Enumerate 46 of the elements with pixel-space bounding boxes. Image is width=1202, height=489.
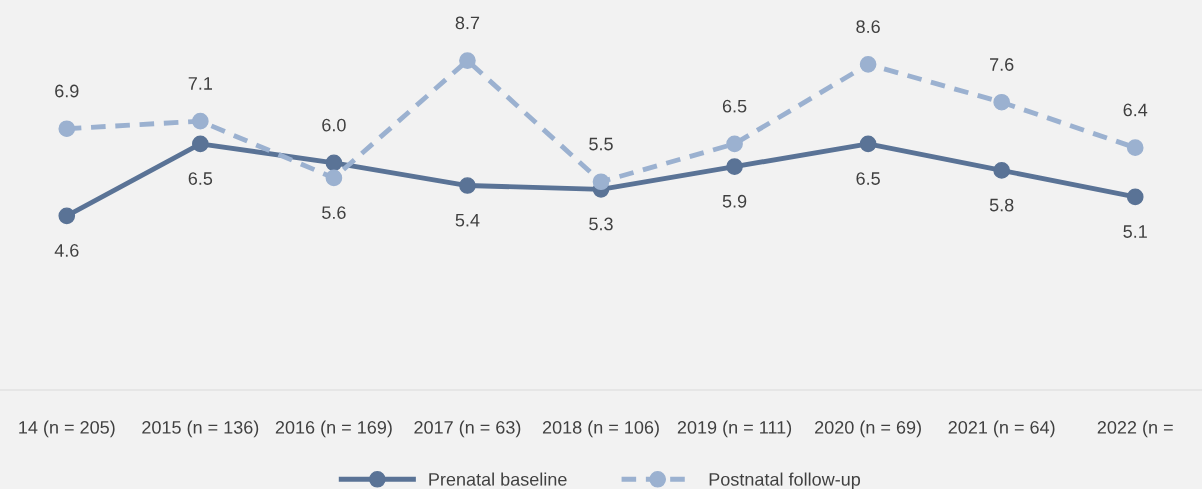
point — [58, 120, 76, 138]
legend-label: Postnatal follow-up — [709, 472, 861, 489]
x-tick-label: 2017 (n = 63) — [414, 420, 521, 438]
point — [459, 177, 476, 194]
data-label: 5.5 — [589, 137, 613, 151]
legend-label: Prenatal baseline — [429, 472, 567, 486]
point — [726, 158, 743, 175]
data-label: 5.4 — [455, 213, 480, 227]
point — [859, 56, 877, 73]
x-tick-label: 2021 (n = 64) — [948, 420, 1055, 438]
data-label: 6.4 — [1123, 103, 1148, 117]
data-label: 6.5 — [722, 99, 747, 113]
data-label: 8.7 — [455, 16, 480, 30]
point — [1126, 188, 1144, 206]
point — [325, 169, 343, 187]
data-label: 6.5 — [188, 172, 213, 185]
x-tick-label: 2022 (n = — [1097, 420, 1173, 438]
data-label: 7.1 — [188, 77, 212, 90]
point — [191, 135, 209, 153]
data-label: 6.0 — [322, 118, 346, 132]
point — [993, 162, 1011, 179]
point — [592, 173, 610, 191]
data-label: 5.8 — [989, 198, 1014, 212]
data-label: 6.9 — [55, 84, 79, 98]
x-tick-label: 2020 (n = 69) — [815, 420, 921, 438]
data-label: 5.3 — [589, 217, 613, 231]
data-label: 6.5 — [856, 172, 880, 185]
data-label: 7.6 — [990, 58, 1014, 71]
point — [459, 52, 476, 69]
x-tick-label: 2016 (n = 169) — [275, 420, 392, 438]
point — [191, 112, 209, 130]
point — [859, 135, 877, 153]
data-label: 5.6 — [322, 206, 346, 219]
data-label: 5.1 — [1123, 225, 1147, 238]
data-label: 5.9 — [722, 194, 747, 208]
x-tick-label: 14 (n = 205) — [19, 420, 115, 438]
point — [1126, 139, 1144, 156]
data-label: 8.6 — [856, 20, 880, 34]
point — [993, 93, 1011, 111]
x-tick-label: 2018 (n = 106) — [542, 420, 659, 438]
x-tick-label: 2019 (n = 111) — [677, 420, 792, 438]
point — [726, 135, 743, 153]
point — [325, 154, 343, 172]
point — [58, 207, 76, 225]
x-tick-label: 2015 (n = 136) — [142, 420, 259, 438]
data-label: 4.6 — [54, 244, 79, 257]
